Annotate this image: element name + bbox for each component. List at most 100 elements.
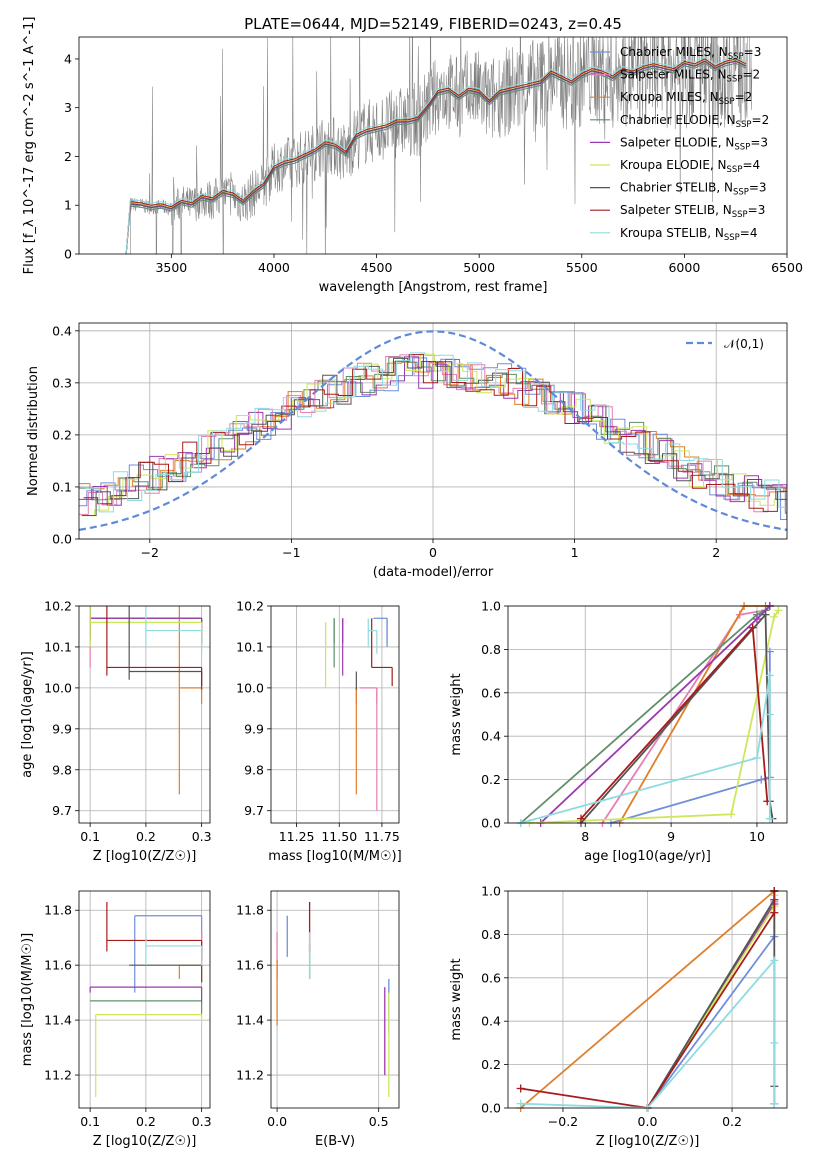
x-tick-label: 0 [429, 545, 437, 560]
x-axis-label: Z [log10(Z/Z☉)] [596, 1134, 700, 1149]
x-tick-label: 6500 [771, 260, 803, 275]
axes-mass-vs-z: 0.1 0.2 0.3 11.2 11.4 11.6 11.8 Z [log10(Z/Z☉)]… [20, 891, 212, 1149]
y-tick-label: 0.4 [52, 323, 72, 338]
y-tick-label: 0.2 [481, 772, 501, 787]
y-tick-label: 9.8 [52, 762, 72, 777]
x-tick-label: 4000 [258, 260, 290, 275]
y-tick-label: 10.1 [236, 639, 264, 654]
y-tick-label: 0.6 [481, 970, 501, 985]
axes-spectrum: 3500 4000 4500 5000 5500 6000 6500 0 1 2 3 4 wavelen… [22, 17, 803, 295]
x-tick-label: 5500 [566, 260, 598, 275]
mass-weight-salpeter-stelib [576, 623, 772, 823]
legend-nssp-value: =2 [735, 90, 753, 104]
y-tick-label: 0.0 [481, 1101, 501, 1116]
spectrum-model-salpeter-stelib [125, 58, 747, 254]
legend-subscript: SSP [724, 233, 740, 243]
mass-weight-line [580, 625, 769, 820]
y-tick-label: 10.2 [236, 599, 264, 614]
residual-histogram-kroupa-stelib [85, 352, 787, 513]
legend-subscript: SSP [727, 75, 743, 85]
x-axis-label: mass [log10(M/M☉)] [268, 849, 401, 864]
y-tick-label: 0.4 [481, 729, 501, 744]
axes-frame-massweight-vs-z [507, 890, 788, 1109]
legend-subscript: SSP [727, 165, 743, 175]
marker-salpeter-stelib [106, 901, 203, 961]
legend-subscript: SSP [719, 97, 735, 107]
x-tick-label: 3500 [155, 260, 187, 275]
y-tick-label: 11.4 [44, 1013, 72, 1028]
y-tick-label: 0.0 [52, 532, 72, 547]
y-tick-label: 11.2 [236, 1068, 264, 1083]
legend-subscript: SSP [732, 210, 748, 220]
mass-weight-line [520, 891, 776, 1109]
y-tick-label: 10.0 [236, 680, 264, 695]
marker-kroupa-stelib [145, 606, 203, 654]
residual-histogram-kroupa-elodie [80, 353, 787, 517]
x-tick-label: 0.3 [192, 1114, 212, 1129]
marker-chabrier-miles [373, 617, 388, 647]
x-tick-label: 10 [749, 829, 765, 844]
marker-kroupa-stelib [367, 618, 378, 654]
mass-weight-kroupa-miles [615, 602, 774, 827]
marker-chabrier-stelib [129, 964, 203, 983]
axes-frame-residuals [78, 322, 788, 540]
y-tick-label: 4 [64, 51, 72, 66]
legend-label-chabrier-stelib: Chabrier STELIB, NSSP=3 [620, 181, 767, 198]
y-axis-label: mass [log10(M/M☉)] [20, 933, 35, 1066]
x-axis-label: age [log10(age/yr)] [584, 849, 711, 864]
x-tick-label: 9 [667, 829, 675, 844]
y-axis-label: age [log10(age/yr)] [20, 651, 35, 778]
axes-frame-massweight-vs-age [507, 605, 788, 824]
spectrum-model-chabrier-stelib [125, 60, 747, 254]
y-tick-label: 0.4 [481, 1014, 501, 1029]
x-tick-label: 0.5 [369, 1114, 389, 1129]
x-tick-label: 1 [571, 545, 579, 560]
y-tick-label: 11.8 [44, 903, 72, 918]
mass-weight-chabrier-elodie [643, 887, 779, 1112]
marker-chabrier-miles [134, 915, 203, 993]
x-tick-label: −1 [282, 545, 300, 560]
y-tick-label: 1 [64, 198, 72, 213]
axes-age-vs-z: 0.1 0.2 0.3 9.7 9.8 9.9 10.0 10.1 10.2 Z [log10(Z… [20, 599, 212, 865]
axes-massweight-vs-age: 8 9 10 0.0 0.2 0.4 0.6 0.8 1.0 age [log10(age/yr)… [449, 599, 787, 864]
x-tick-label: 11.75 [364, 829, 400, 844]
y-axis-label: Normed distribution [26, 366, 41, 496]
y-tick-label: 0.2 [52, 427, 72, 442]
spectrum-model-kroupa-elodie [125, 58, 747, 254]
residual-histogram-salpeter-stelib [83, 354, 787, 512]
marker-chabrier-miles [286, 915, 390, 1034]
y-tick-label: 9.8 [244, 762, 264, 777]
x-axis-label: E(B-V) [315, 1134, 355, 1149]
x-tick-label: 11.50 [321, 829, 357, 844]
axes-massweight-vs-z: −0.2 0.0 0.2 0.0 0.2 0.4 0.6 0.8 1.0 Z [log10(Z/Z… [449, 884, 787, 1149]
legend-subscript: SSP [736, 120, 752, 130]
x-tick-label: 2 [712, 545, 720, 560]
mass-weight-line [520, 890, 775, 1109]
y-tick-label: 2 [64, 149, 72, 164]
spectrum-data-line [126, 37, 753, 254]
y-tick-label: 9.9 [244, 721, 264, 736]
y-tick-label: 0.3 [52, 375, 72, 390]
gaussian-curve [79, 330, 787, 531]
residual-histogram-chabrier-miles [79, 357, 787, 520]
x-tick-label: 0.3 [192, 829, 212, 844]
x-tick-label: 11.25 [279, 829, 315, 844]
mass-weight-kroupa-elodie [643, 891, 779, 1112]
y-tick-label: 0.2 [481, 1057, 501, 1072]
axes-frame-age-vs-mass [270, 605, 400, 824]
marker-salpeter-stelib [371, 618, 393, 687]
legend-label-chabrier-elodie: Chabrier ELODIE, NSSP=2 [620, 113, 769, 130]
y-tick-label: 9.7 [244, 803, 264, 818]
y-tick-label: 10.0 [44, 680, 72, 695]
residual-histogram-salpeter-elodie [79, 356, 787, 520]
x-tick-label: 0.0 [267, 1114, 287, 1129]
x-tick-label: 0.1 [80, 829, 100, 844]
spectrum-model-kroupa-miles [125, 58, 747, 254]
spectrum-legend: Chabrier MILES, NSSP=3 Salpeter MILES, NS… [590, 45, 769, 243]
mass-weight-chabrier-stelib [576, 610, 777, 827]
y-axis-label: mass weight [449, 673, 464, 755]
y-tick-label: 3 [64, 100, 72, 115]
y-tick-label: 11.2 [44, 1068, 72, 1083]
mass-weight-salpeter-elodie [643, 887, 779, 1112]
legend-label-kroupa-elodie: Kroupa ELODIE, NSSP=4 [620, 158, 760, 175]
